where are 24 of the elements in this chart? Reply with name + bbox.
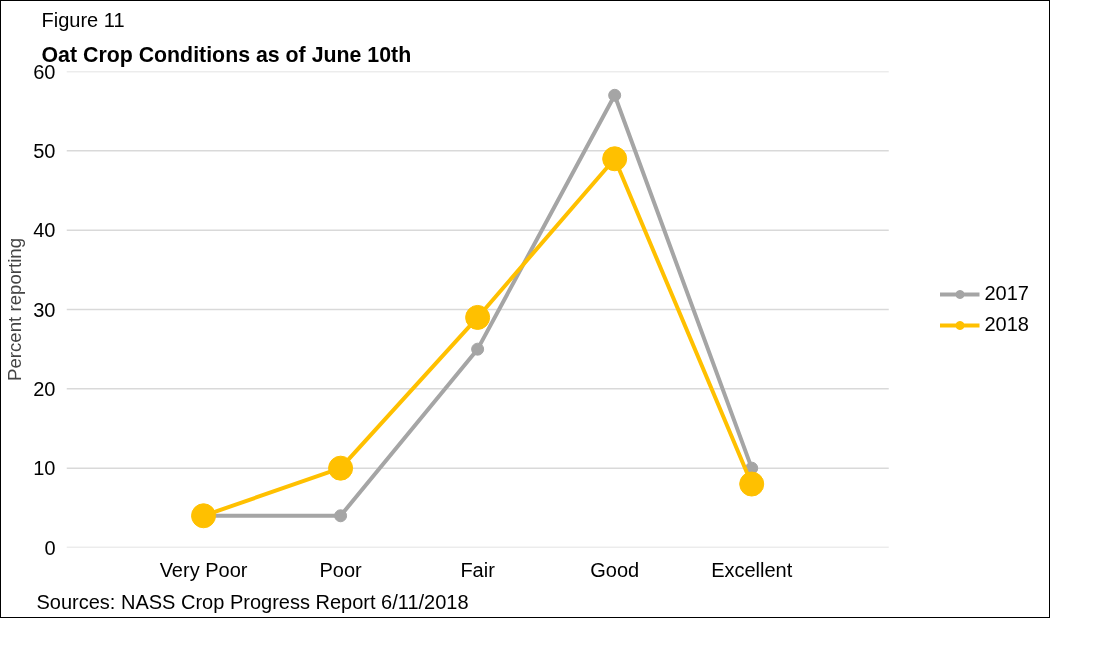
point: [465, 304, 491, 330]
point: [471, 342, 485, 356]
point: [608, 88, 622, 102]
x-tick-label: Poor: [319, 558, 363, 581]
y-tick-label: 50: [33, 139, 56, 162]
x-tick-label: Very Poor: [159, 558, 248, 581]
y-tick-label: 20: [33, 377, 56, 400]
x-tick-label: Fair: [460, 558, 496, 581]
x-tick-label: Good: [590, 558, 640, 581]
legend-label: 2018: [984, 313, 1029, 336]
chart-subtitle: Figure 11: [41, 8, 125, 31]
point: [334, 509, 348, 523]
x-tick-label: Excellent: [711, 558, 793, 581]
y-tick-label: 40: [33, 219, 56, 242]
legend-label: 2017: [984, 282, 1029, 305]
point: [739, 471, 765, 497]
y-tick-label: 30: [33, 298, 56, 321]
point: [191, 503, 217, 529]
point: [328, 455, 354, 481]
y-axis-title: Percent reporting: [4, 237, 26, 382]
y-tick-label: 10: [33, 457, 56, 480]
source-note: Sources: NASS Crop Progress Report 6/11/2018: [36, 590, 469, 613]
point: [602, 146, 628, 172]
y-tick-label: 0: [44, 536, 56, 559]
